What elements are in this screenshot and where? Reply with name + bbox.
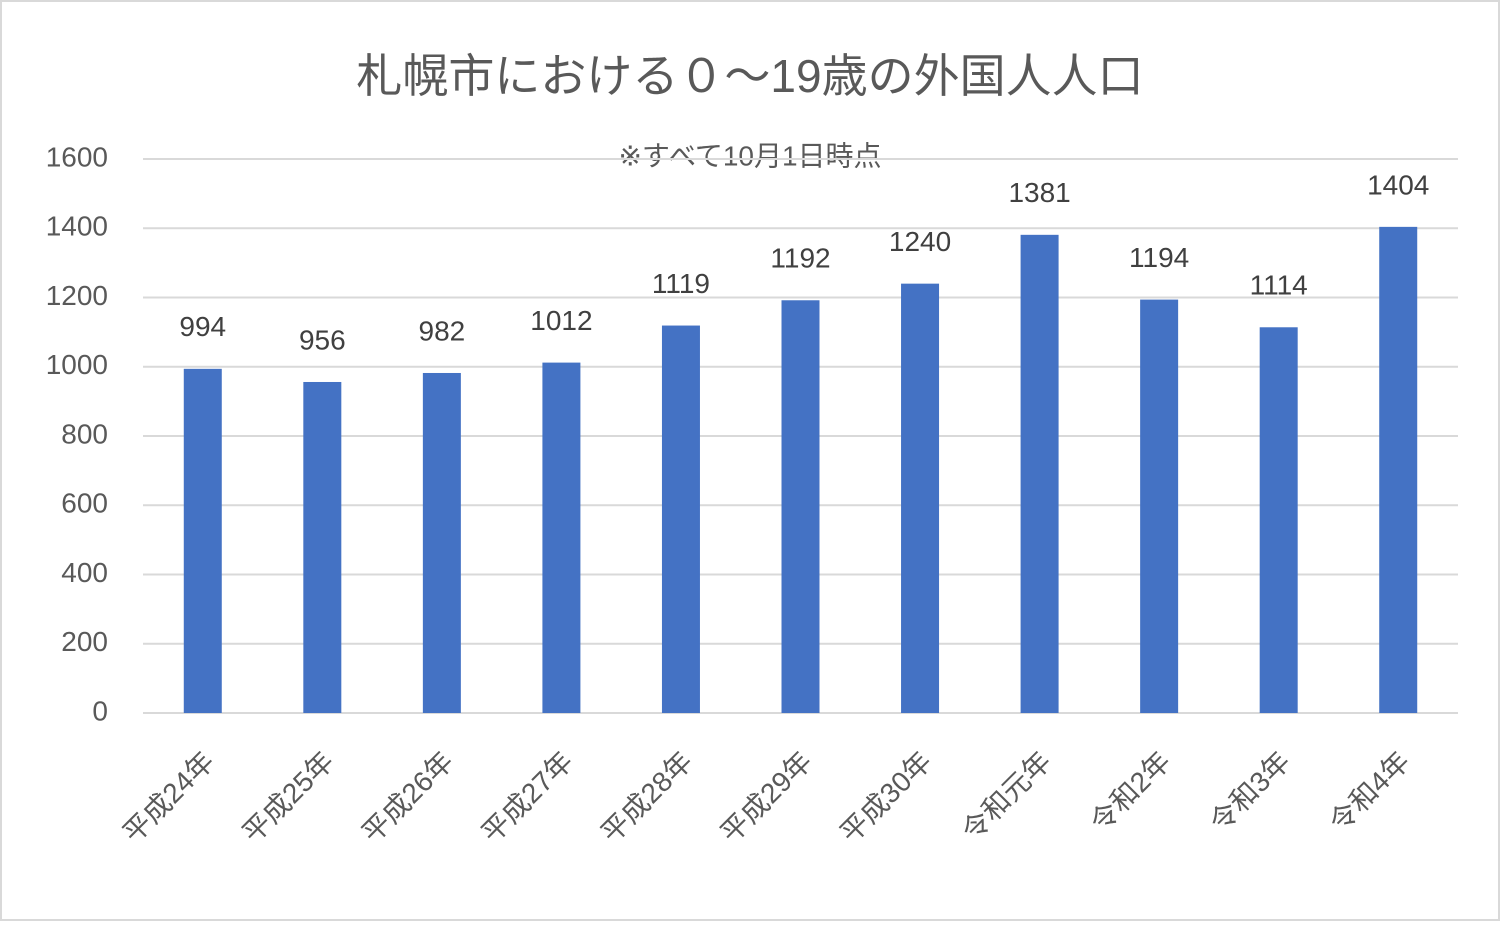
data-label: 1194 (1129, 242, 1189, 273)
y-tick-label: 600 (61, 488, 108, 519)
y-tick-label: 1400 (46, 211, 108, 242)
y-tick-label: 1000 (46, 349, 108, 380)
data-label: 994 (179, 311, 226, 342)
bar (1020, 234, 1059, 714)
bar (1140, 299, 1179, 713)
data-label: 956 (299, 324, 346, 355)
chart-subtitle: ※すべて10月1日時点 (618, 140, 881, 171)
bar (422, 372, 461, 713)
y-tick-label: 800 (61, 418, 108, 449)
bar (781, 300, 820, 713)
bar (542, 362, 581, 713)
y-tick-label: 1200 (46, 280, 108, 311)
bar (1379, 226, 1418, 714)
data-label: 1012 (530, 305, 592, 336)
data-label: 1119 (652, 268, 710, 299)
y-tick-label: 400 (61, 557, 108, 588)
bar (303, 381, 342, 713)
y-tick-label: 1600 (46, 141, 108, 172)
bar (183, 368, 222, 713)
data-label: 982 (419, 315, 466, 346)
y-tick-label: 200 (61, 626, 108, 657)
y-tick-label: 0 (92, 695, 108, 726)
data-label: 1404 (1367, 169, 1429, 200)
data-label: 1114 (1250, 270, 1308, 301)
chart-title: 札幌市における０～19歳の外国人人口 (356, 50, 1143, 102)
data-label: 1381 (1008, 177, 1070, 208)
bar (1259, 327, 1298, 713)
bar (661, 325, 700, 713)
data-label: 1192 (770, 243, 830, 274)
data-label: 1240 (889, 226, 951, 257)
bar (901, 283, 940, 713)
